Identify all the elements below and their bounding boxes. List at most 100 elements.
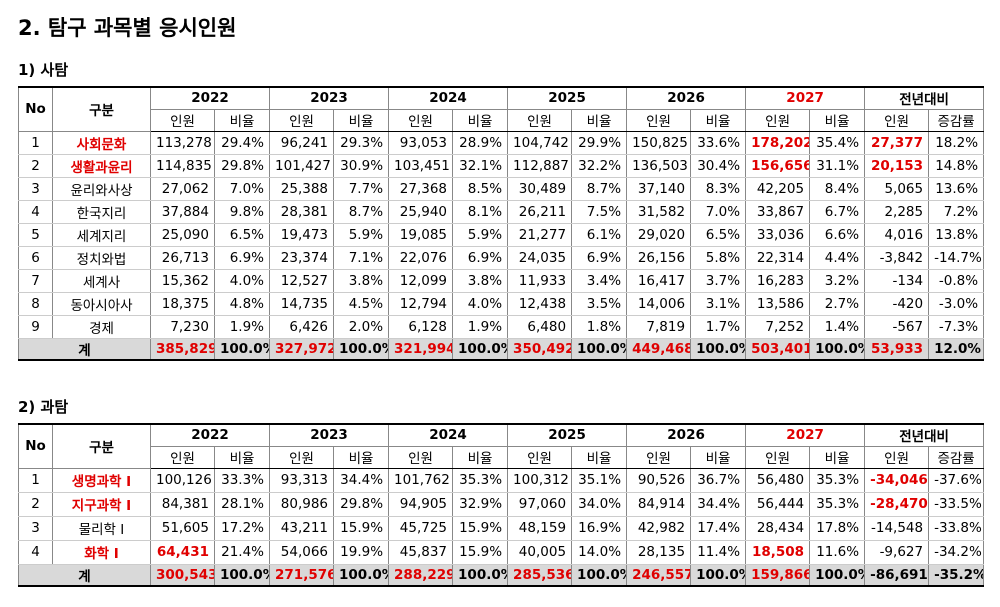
cell: 14,006 [626,292,692,316]
cell: 26,211 [507,200,573,224]
cell: 1.9% [213,315,271,339]
cell: 103,451 [388,154,454,178]
cell: 35.1% [571,468,628,493]
data-row: 3 물리학 I 51,605 17.2% 43,211 15.9% 45,725 15.9% 4… [18,516,985,541]
sub-header-cell: 인원 [388,109,454,132]
sub-header-cell: 증감률 [928,446,985,469]
sub-header-cell: 비율 [333,109,390,132]
cell: 3.8% [452,269,509,293]
sub-header-cell: 비율 [809,446,866,469]
cell: 6.9% [571,246,628,270]
cell: 100.0% [213,337,271,361]
cell: 18,508 [745,540,811,565]
cell: 15,362 [150,269,215,293]
cell: 503,401 [745,337,811,361]
cell: -14.7% [928,246,985,270]
cell: 7.0% [213,177,271,201]
cell: 27,062 [150,177,215,201]
cell: 64,431 [150,540,215,565]
data-row: 6 정치와법 26,713 6.9% 23,374 7.1% 22,076 6.9% 24,03… [18,246,985,270]
cell: 17.8% [809,516,866,541]
cell: 3 [18,516,53,541]
year-header: 2027 [745,423,866,447]
sub-header-cell: 인원 [864,109,930,132]
cell: 정치와법 [52,246,151,270]
cell: -0.8% [928,269,985,293]
data-table: No 구분 2022 2023 2024 2025 2026 2027 전년대비 인원 비율 인원 비율… [18,423,985,587]
cell: 100.0% [333,563,390,587]
cell: 104,742 [507,131,573,155]
cell: 계 [18,337,151,361]
cell: 33.6% [690,131,747,155]
cell: 53,933 [864,337,930,361]
year-header: 2022 [149,423,271,447]
cell: 29.4% [213,131,271,155]
data-row: 2 생활과윤리 114,835 29.8% 101,427 30.9% 103,451 32.… [18,154,985,178]
sub-header-cell: 인원 [626,109,692,132]
cell: 화학 I [52,540,151,565]
cell: 29.8% [333,492,390,517]
cell: 12,099 [388,269,454,293]
cell: 100.0% [809,337,866,361]
cell: 23,374 [269,246,335,270]
sub-header-cell: 비율 [213,109,271,132]
cell: 28,381 [269,200,335,224]
cell: 300,543 [150,563,215,587]
cell: 5 [18,223,53,247]
cell: 449,468 [626,337,692,361]
year-header: 2024 [388,423,509,447]
sub-header-cell: 인원 [388,446,454,469]
page-title: 2. 탐구 과목별 응시인원 [18,16,237,40]
sub-header-row: 인원 비율 인원 비율 인원 비율 인원 비율 인원 비율 인원 비율 인원 증감률 [19,446,985,469]
cell: 100.0% [213,563,271,587]
cell: 8.4% [809,177,866,201]
data-table: No 구분 2022 2023 2024 2025 2026 2027 전년대비 인원 비율 인원 비율… [18,86,985,361]
cell: 100.0% [571,337,628,361]
cell: 34.4% [333,468,390,493]
cell: 5.9% [452,223,509,247]
cell: 28,135 [626,540,692,565]
cell: 97,060 [507,492,573,517]
cell: 13.8% [928,223,985,247]
cell: 3.7% [690,269,747,293]
cell: -86,691 [864,563,930,587]
cell: 33,036 [745,223,811,247]
data-row: 1 생명과학 I 100,126 33.3% 93,313 34.4% 101,762 35.… [18,468,985,493]
cell: 35.3% [809,468,866,493]
cell: 3 [18,177,53,201]
cell: 3.8% [333,269,390,293]
cell: 9.8% [213,200,271,224]
cell: 29.3% [333,131,390,155]
cell: 30.9% [333,154,390,178]
sub-header-cell: 비율 [571,446,628,469]
data-row: 8 동아시아사 18,375 4.8% 14,735 4.5% 12,794 4.0% 12,4… [18,292,985,316]
cell: 271,576 [269,563,335,587]
cell: 101,762 [388,468,454,493]
cell: -567 [864,315,930,339]
cell: 2 [18,154,53,178]
cell: 246,557 [626,563,692,587]
cell: -33.8% [928,516,985,541]
cell: -3.0% [928,292,985,316]
cell: -37.6% [928,468,985,493]
sub-header-cell: 인원 [626,446,692,469]
cell: 51,605 [150,516,215,541]
cell: 43,211 [269,516,335,541]
cell: 34.0% [571,492,628,517]
cell: -3,842 [864,246,930,270]
cell: 100,126 [150,468,215,493]
header-cell: 전년대비 [864,423,985,447]
sub-header-cell: 인원 [745,446,811,469]
data-row: 2 지구과학 I 84,381 28.1% 80,986 29.8% 94,905 32.9%… [18,492,985,517]
cell: 16,417 [626,269,692,293]
sub-header-cell: 인원 [507,446,573,469]
cell: 4 [18,200,53,224]
cell: 33.3% [213,468,271,493]
year-header: 2023 [269,423,390,447]
data-row: 4 한국지리 37,884 9.8% 28,381 8.7% 25,940 8.1% 26,21… [18,200,985,224]
cell: 18,375 [150,292,215,316]
cell: 27,377 [864,131,930,155]
cell: 6,426 [269,315,335,339]
cell: 56,480 [745,468,811,493]
